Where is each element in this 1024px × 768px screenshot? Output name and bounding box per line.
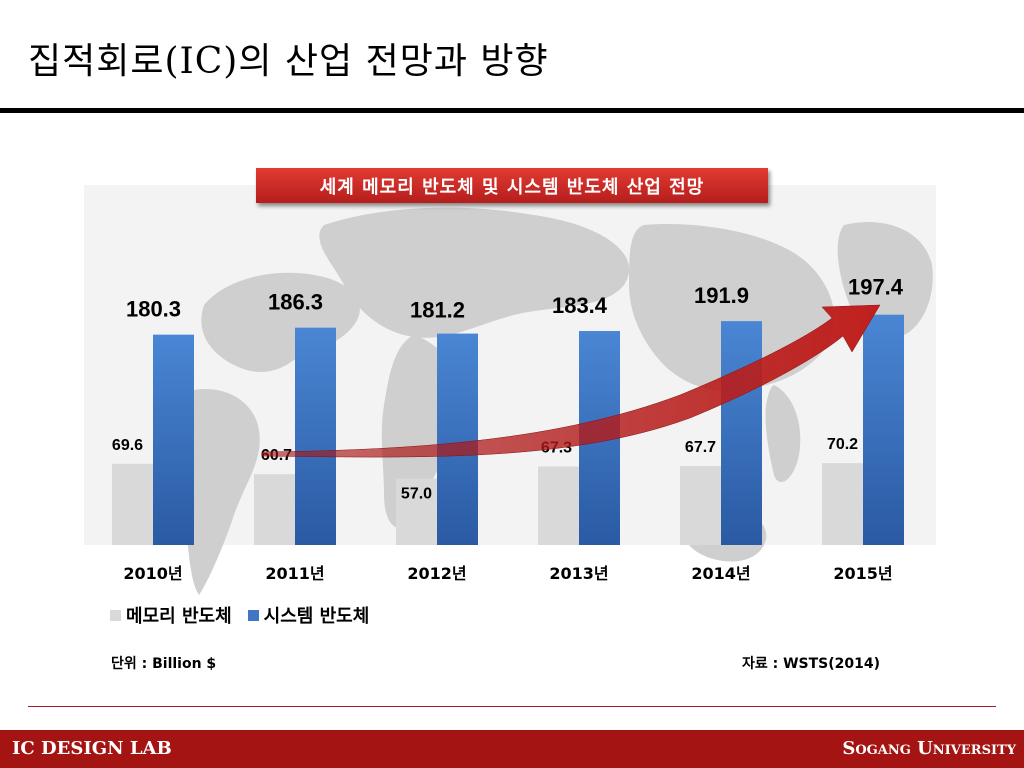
system-bar bbox=[295, 327, 336, 545]
memory-bar bbox=[538, 466, 579, 545]
legend-swatch-memory bbox=[110, 609, 121, 621]
system-bar bbox=[437, 333, 478, 545]
memory-bar bbox=[680, 466, 721, 545]
memory-data-label: 69.6 bbox=[112, 437, 143, 454]
system-bar bbox=[721, 321, 762, 545]
memory-data-label: 67.7 bbox=[685, 439, 716, 456]
page-title: 집적회로(IC)의 산업 전망과 방향 bbox=[28, 41, 549, 82]
x-tick-label: 2014년 bbox=[691, 564, 750, 583]
memory-bar bbox=[822, 463, 863, 545]
legend-item-system: 시스템 반도체 bbox=[247, 602, 370, 628]
legend-item-memory: 메모리 반도체 bbox=[110, 602, 232, 628]
system-data-label: 180.3 bbox=[126, 297, 181, 322]
trend-arrow bbox=[261, 304, 881, 458]
source-note: 자료 : WSTS(2014) bbox=[742, 656, 881, 672]
footer-divider bbox=[28, 706, 996, 707]
footer-bar: IC DESIGN LAB Sogang University bbox=[0, 730, 1024, 768]
system-data-label: 186.3 bbox=[268, 290, 323, 315]
system-data-label: 191.9 bbox=[694, 283, 749, 308]
legend-swatch-system bbox=[247, 609, 259, 621]
footer-university: Sogang University bbox=[842, 738, 1016, 759]
x-tick-label: 2015년 bbox=[833, 564, 892, 583]
memory-data-label: 57.0 bbox=[401, 486, 432, 503]
x-tick-label: 2010년 bbox=[123, 564, 182, 583]
system-bar bbox=[863, 314, 904, 545]
chart-title: 세계 메모리 반도체 및 시스템 반도체 산업 전망 bbox=[256, 168, 768, 203]
footer-lab-name: IC DESIGN LAB bbox=[12, 738, 172, 759]
system-data-label: 181.2 bbox=[410, 298, 465, 323]
x-tick-label: 2011년 bbox=[265, 564, 324, 583]
memory-bar bbox=[254, 474, 295, 545]
unit-note: 단위 : Billion $ bbox=[111, 656, 217, 672]
memory-bar bbox=[396, 478, 437, 545]
x-tick-label: 2013년 bbox=[549, 564, 608, 583]
system-bar bbox=[153, 334, 194, 545]
memory-data-label: 70.2 bbox=[827, 436, 858, 453]
system-data-label: 197.4 bbox=[848, 275, 904, 300]
chart-legend: 메모리 반도체 시스템 반도체 bbox=[110, 602, 385, 628]
title-divider bbox=[0, 108, 1024, 113]
legend-label-system: 시스템 반도체 bbox=[263, 606, 370, 627]
memory-bar bbox=[112, 463, 153, 545]
x-tick-label: 2012년 bbox=[407, 564, 466, 583]
system-data-label: 183.4 bbox=[552, 293, 608, 318]
legend-label-memory: 메모리 반도체 bbox=[126, 606, 232, 627]
